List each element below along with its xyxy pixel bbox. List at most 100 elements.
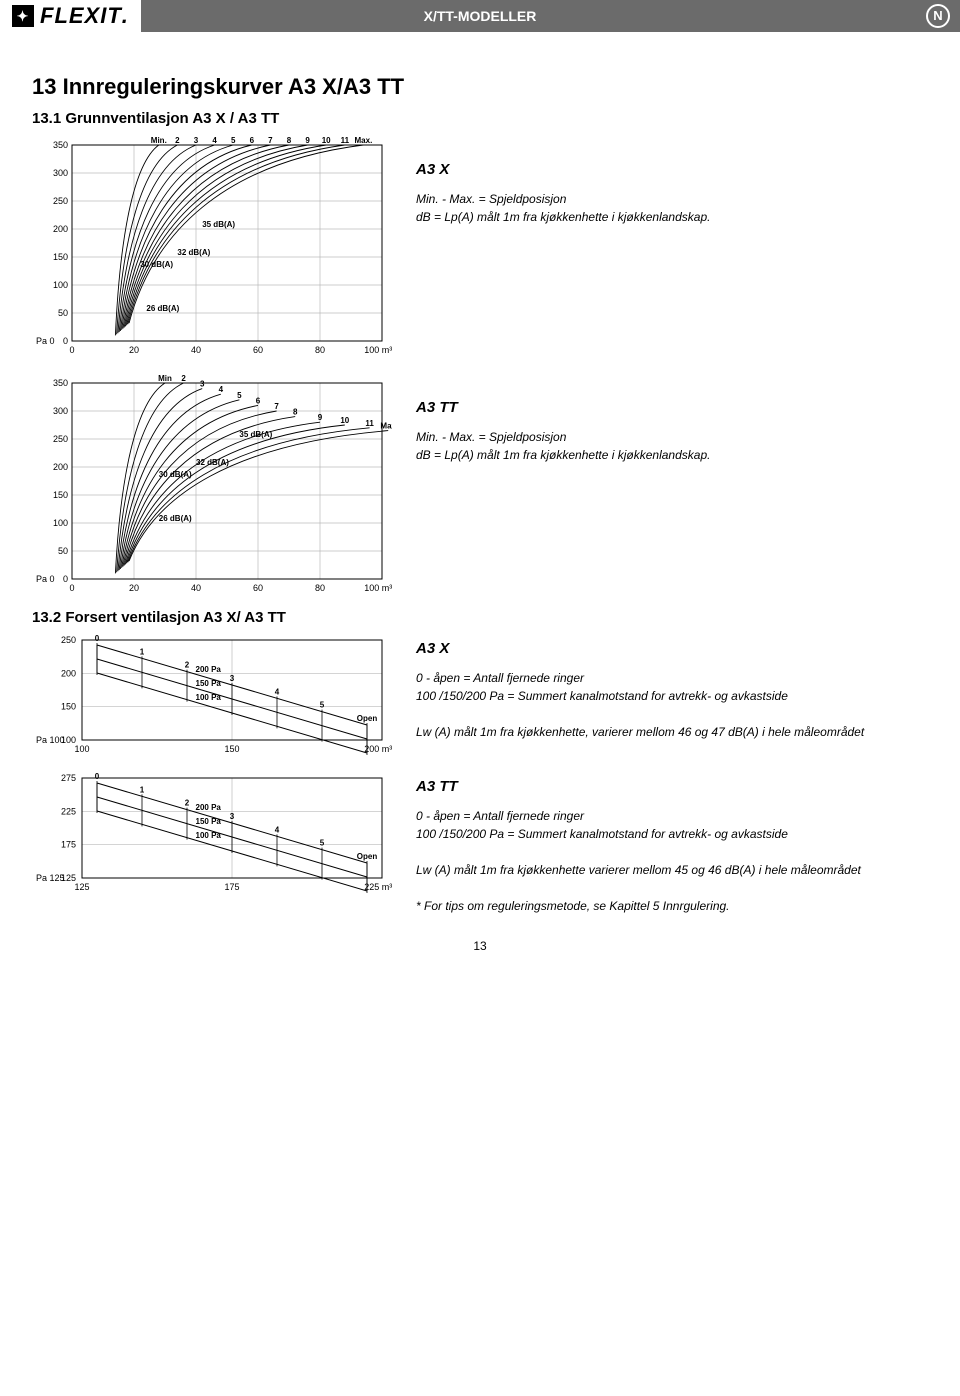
- svg-text:250: 250: [53, 434, 68, 444]
- svg-text:Pa 100: Pa 100: [36, 735, 65, 745]
- svg-text:100 Pa: 100 Pa: [196, 693, 222, 702]
- chart-title: A3 X: [416, 638, 864, 661]
- svg-text:200: 200: [53, 224, 68, 234]
- svg-text:32 dB(A): 32 dB(A): [177, 248, 210, 257]
- row-chart-a3x-forsert: 012345Open200 Pa150 Pa100 Pa100150200250…: [32, 630, 928, 760]
- row-chart-a3tt-forsert: 012345Open200 Pa150 Pa100 Pa125175225275…: [32, 768, 928, 915]
- header-tab-title: X/TT-MODELLER: [424, 8, 537, 24]
- svg-text:0: 0: [69, 583, 74, 593]
- svg-text:11: 11: [341, 136, 350, 145]
- svg-text:Max: Max: [380, 422, 392, 431]
- svg-text:2: 2: [181, 374, 186, 383]
- svg-text:2: 2: [175, 136, 180, 145]
- svg-text:5: 5: [237, 391, 242, 400]
- chart-note-line: [416, 705, 864, 723]
- svg-text:200 m³/h: 200 m³/h: [364, 744, 392, 754]
- svg-text:250: 250: [53, 196, 68, 206]
- chart-note-line: Lw (A) målt 1m fra kjøkkenhette, variere…: [416, 723, 864, 741]
- svg-text:3: 3: [230, 812, 235, 821]
- svg-text:150 Pa: 150 Pa: [196, 817, 222, 826]
- brand-text: FLEXIT: [40, 3, 122, 29]
- svg-text:5: 5: [320, 701, 325, 710]
- svg-text:300: 300: [53, 406, 68, 416]
- chart-note-line: 100 /150/200 Pa = Summert kanalmotstand …: [416, 825, 861, 843]
- svg-text:20: 20: [129, 345, 139, 355]
- svg-text:300: 300: [53, 168, 68, 178]
- svg-text:2: 2: [185, 799, 190, 808]
- chart-note-line: 0 - åpen = Antall fjernede ringer: [416, 807, 861, 825]
- svg-text:200 Pa: 200 Pa: [196, 803, 222, 812]
- svg-text:2: 2: [185, 661, 190, 670]
- svg-text:175: 175: [61, 840, 76, 850]
- chart-a3tt-forsert: 012345Open200 Pa150 Pa100 Pa125175225275…: [32, 768, 392, 898]
- svg-text:0: 0: [95, 634, 100, 643]
- svg-text:9: 9: [318, 413, 323, 422]
- svg-text:Max.: Max.: [355, 136, 373, 145]
- chart-a3x-grunn-notes: A3 X Min. - Max. = Spjeldposisjon dB = L…: [416, 159, 710, 226]
- chart-note: Min. - Max. = Spjeldposisjon dB = Lp(A) …: [416, 190, 710, 226]
- svg-text:225 m³/h: 225 m³/h: [364, 882, 392, 892]
- svg-text:150: 150: [53, 490, 68, 500]
- svg-text:200: 200: [61, 668, 76, 678]
- svg-text:225: 225: [61, 806, 76, 816]
- svg-text:8: 8: [287, 136, 292, 145]
- chart-note: Min. - Max. = Spjeldposisjon dB = Lp(A) …: [416, 428, 710, 464]
- section-heading-13-1: 13.1 Grunnventilasjon A3 X / A3 TT: [32, 110, 928, 127]
- page-header: ✦ FLEXIT. X/TT-MODELLER N: [0, 0, 960, 32]
- svg-text:3: 3: [200, 380, 205, 389]
- svg-text:4: 4: [275, 687, 280, 696]
- svg-text:200: 200: [53, 462, 68, 472]
- chart-title: A3 X: [416, 159, 710, 182]
- svg-text:35 dB(A): 35 dB(A): [202, 220, 235, 229]
- svg-text:250: 250: [61, 635, 76, 645]
- chart-note-line: 0 - åpen = Antall fjernede ringer: [416, 669, 864, 687]
- svg-text:26 dB(A): 26 dB(A): [146, 304, 179, 313]
- svg-text:3: 3: [194, 136, 199, 145]
- chart-a3x-forsert-notes: A3 X 0 - åpen = Antall fjernede ringer10…: [416, 638, 864, 741]
- chart-note-line: [416, 879, 861, 897]
- svg-text:11: 11: [365, 419, 374, 428]
- svg-text:100: 100: [53, 280, 68, 290]
- svg-text:Open: Open: [357, 852, 378, 861]
- chart-a3x-grunn: 35 dB(A)32 dB(A)30 dB(A)26 dB(A)Min.2345…: [32, 131, 392, 361]
- svg-text:3: 3: [230, 674, 235, 683]
- chart-note-line: Lw (A) målt 1m fra kjøkkenhette varierer…: [416, 861, 861, 879]
- svg-text:40: 40: [191, 345, 201, 355]
- svg-text:4: 4: [219, 385, 224, 394]
- svg-text:10: 10: [340, 416, 349, 425]
- svg-text:5: 5: [320, 839, 325, 848]
- chart-note-line: [416, 843, 861, 861]
- svg-text:100 m³/h: 100 m³/h: [364, 345, 392, 355]
- chart-note-line: * For tips om reguleringsmetode, se Kapi…: [416, 897, 861, 915]
- svg-text:4: 4: [275, 825, 280, 834]
- chart-title: A3 TT: [416, 776, 861, 799]
- svg-text:Pa 0: Pa 0: [36, 336, 55, 346]
- svg-text:350: 350: [53, 378, 68, 388]
- logo-icon: ✦: [12, 5, 34, 27]
- chart-a3tt-grunn-notes: A3 TT Min. - Max. = Spjeldposisjon dB = …: [416, 397, 710, 464]
- svg-text:Pa 125: Pa 125: [36, 873, 65, 883]
- svg-text:60: 60: [253, 345, 263, 355]
- chart-title: A3 TT: [416, 397, 710, 420]
- svg-text:5: 5: [231, 136, 236, 145]
- svg-text:350: 350: [53, 140, 68, 150]
- svg-text:10: 10: [322, 136, 331, 145]
- svg-text:1: 1: [140, 785, 145, 794]
- corner-badge: N: [926, 4, 950, 28]
- svg-text:1: 1: [140, 647, 145, 656]
- chart-a3x-forsert: 012345Open200 Pa150 Pa100 Pa100150200250…: [32, 630, 392, 760]
- svg-text:275: 275: [61, 773, 76, 783]
- svg-text:0: 0: [63, 336, 68, 346]
- svg-text:0: 0: [95, 772, 100, 781]
- chart-a3tt-forsert-notes: A3 TT 0 - åpen = Antall fjernede ringer1…: [416, 776, 861, 915]
- svg-text:7: 7: [268, 136, 273, 145]
- svg-text:20: 20: [129, 583, 139, 593]
- brand-logo: ✦ FLEXIT.: [0, 0, 141, 32]
- svg-text:150: 150: [224, 744, 239, 754]
- svg-text:50: 50: [58, 308, 68, 318]
- svg-text:80: 80: [315, 345, 325, 355]
- svg-text:100 m³/h: 100 m³/h: [364, 583, 392, 593]
- svg-text:150: 150: [53, 252, 68, 262]
- svg-text:8: 8: [293, 408, 298, 417]
- section-heading-13-2: 13.2 Forsert ventilasjon A3 X/ A3 TT: [32, 609, 928, 626]
